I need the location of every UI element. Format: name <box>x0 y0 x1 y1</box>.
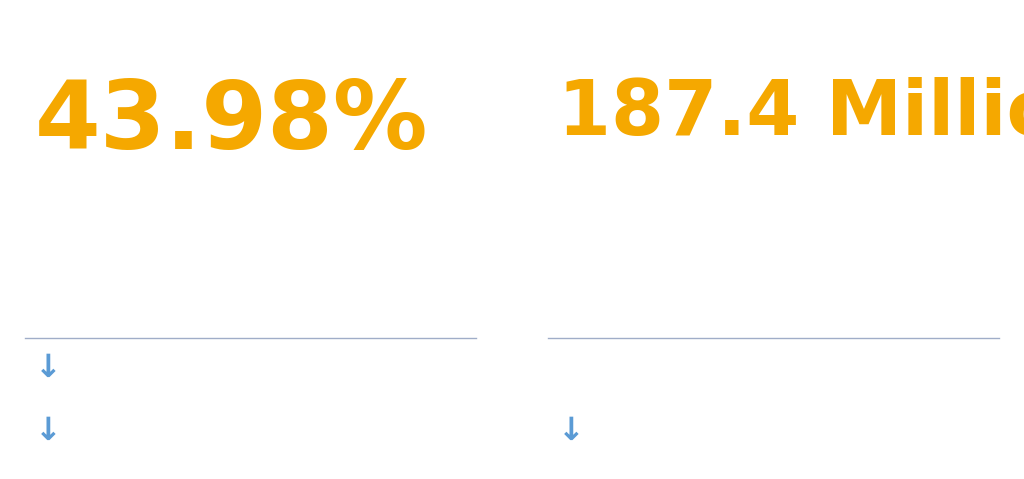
Text: 187.4 Million: 187.4 Million <box>558 77 1024 150</box>
Text: —: — <box>558 354 590 384</box>
Text: experiencing drought: experiencing drought <box>558 230 896 258</box>
Text: ↓: ↓ <box>35 354 61 384</box>
Text: drought this week.: drought this week. <box>35 278 332 306</box>
Text: 0.9%  since last week: 0.9% since last week <box>85 355 422 383</box>
Text: ↓: ↓ <box>35 416 61 446</box>
Text: 0.0%  since last week: 0.0% since last week <box>608 355 945 383</box>
Text: of the U.S. and 52.54% of: of the U.S. and 52.54% of <box>35 182 436 210</box>
Text: ↓: ↓ <box>558 416 585 446</box>
Text: 43.98%: 43.98% <box>35 77 429 169</box>
Text: acres of crops in U.S. are: acres of crops in U.S. are <box>558 182 952 210</box>
Text: 5.1%  since last month: 5.1% since last month <box>85 417 441 445</box>
Text: 10.5%  since last month: 10.5% since last month <box>608 417 983 445</box>
Text: conditions this week.: conditions this week. <box>558 278 892 306</box>
Text: the lower 48 states are in: the lower 48 states are in <box>35 230 438 258</box>
